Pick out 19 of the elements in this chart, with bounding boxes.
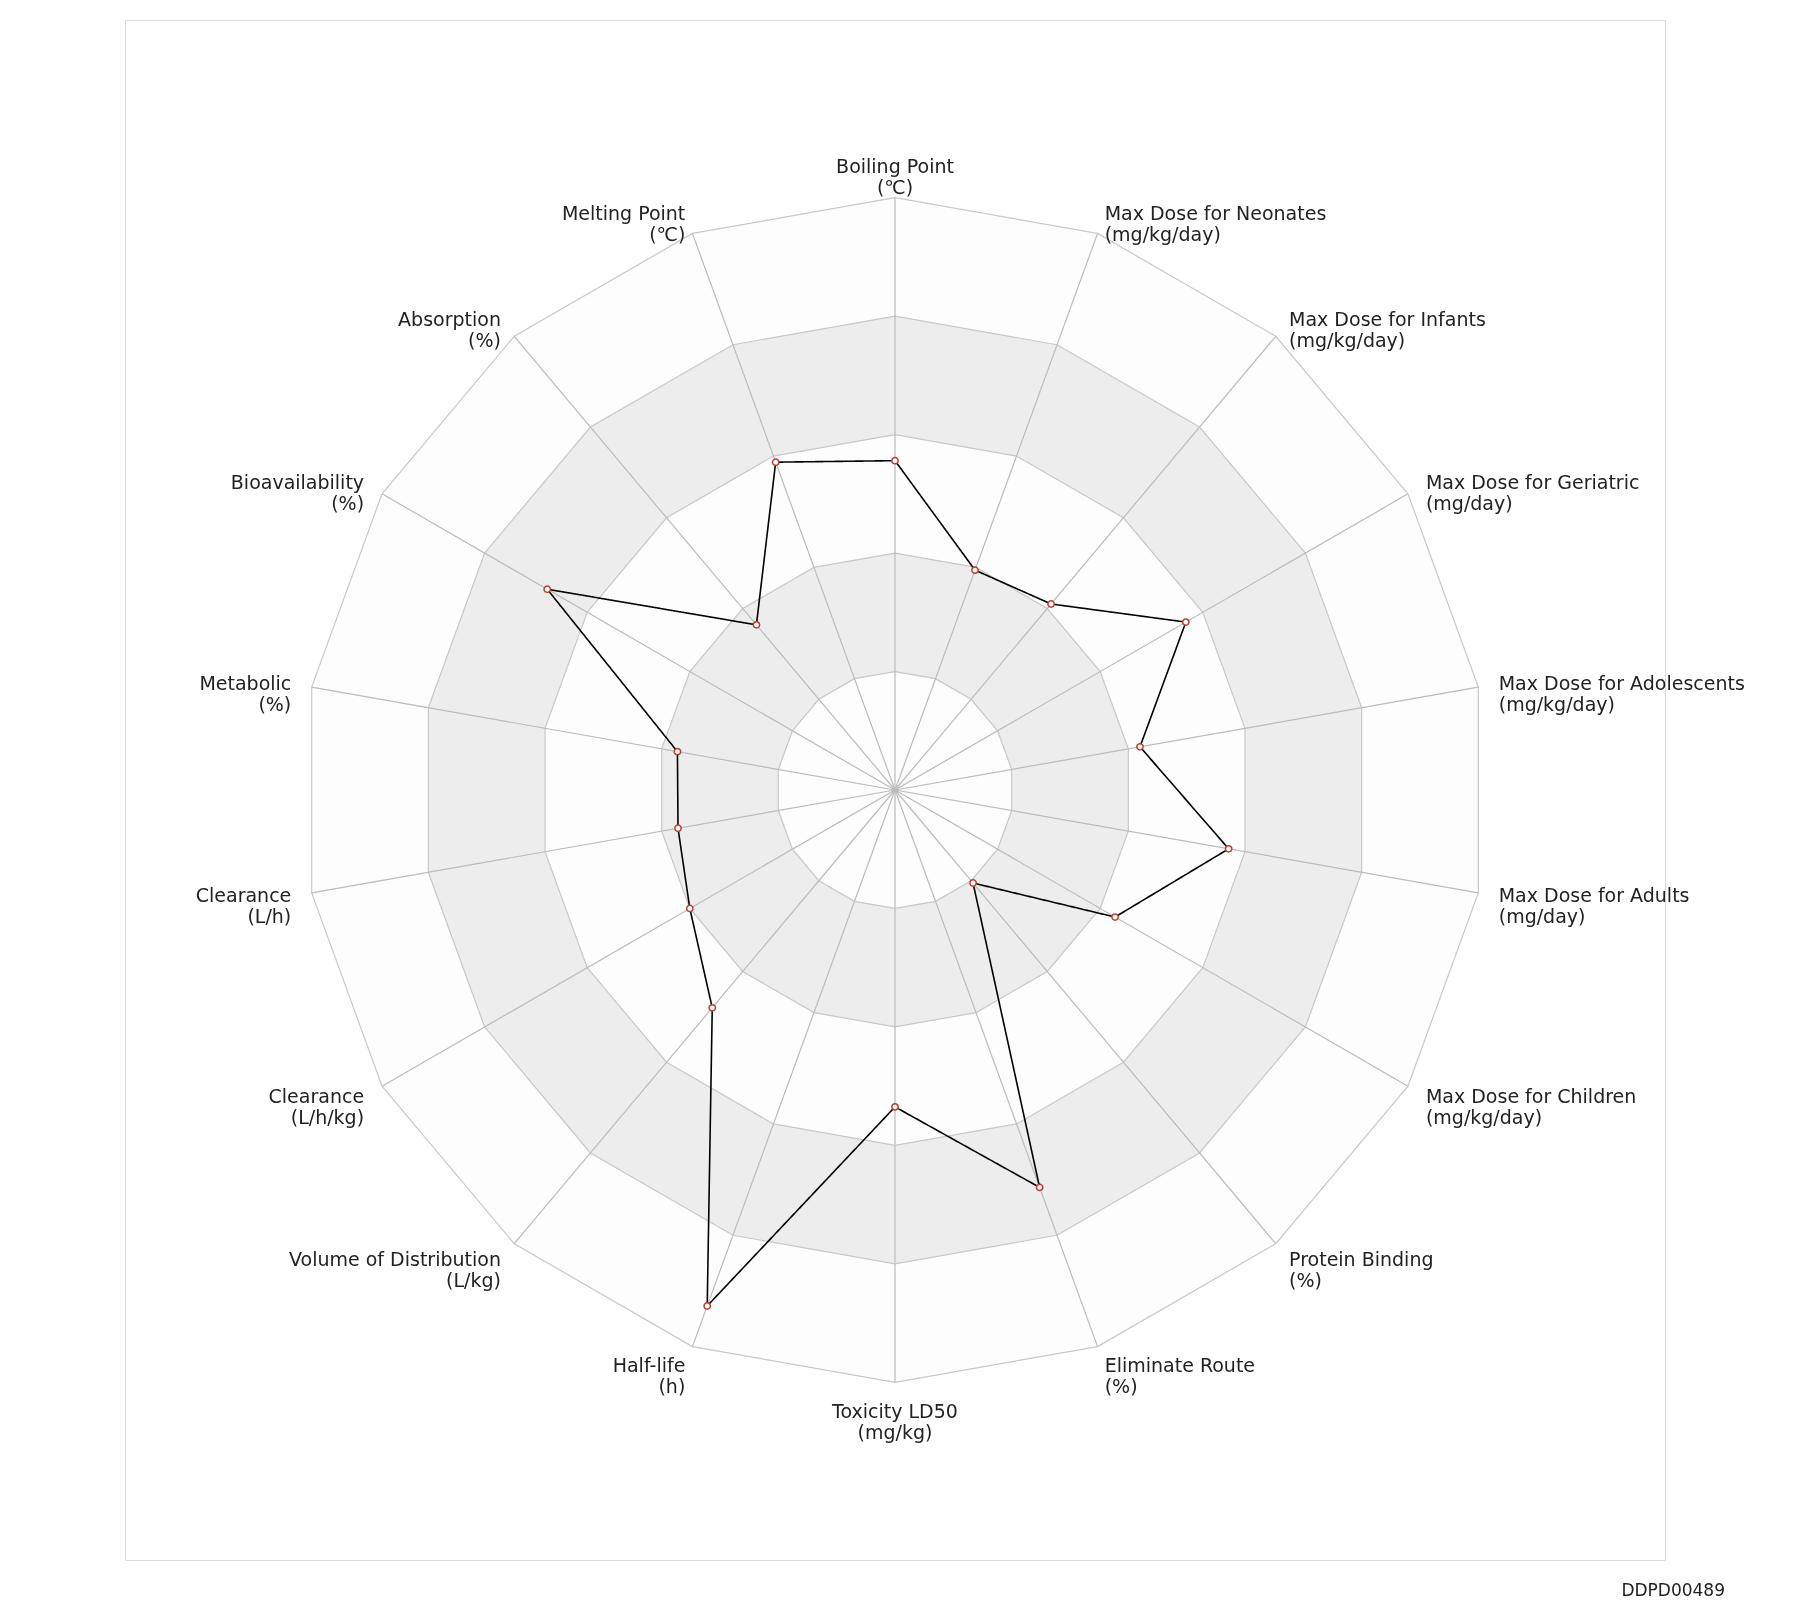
spoke-label: Absorption (%) [398, 308, 501, 352]
spoke-label: Bioavailability (%) [230, 471, 365, 515]
spoke-label: Max Dose for Neonates (mg/kg/day) [1104, 201, 1327, 245]
spoke-label: Melting Point (℃) [561, 201, 686, 245]
spoke-label: Max Dose for Children (mg/kg/day) [1425, 1084, 1637, 1128]
spoke-label: Half-life (h) [612, 1354, 686, 1398]
spoke-label: Clearance (L/h/kg) [268, 1084, 365, 1128]
spoke-label: Boiling Point (℃) [836, 154, 954, 198]
spoke-label: Max Dose for Adolescents (mg/kg/day) [1498, 671, 1745, 715]
spoke-label: Protein Binding (%) [1289, 1247, 1434, 1291]
spoke-label: Max Dose for Geriatric (mg/day) [1425, 471, 1640, 515]
spoke-label: Max Dose for Adults (mg/day) [1498, 884, 1690, 928]
text: DDPD00489 [1621, 1580, 1725, 1600]
spoke-label: Metabolic (%) [199, 671, 292, 715]
spoke-label: Toxicity LD50 (mg/kg) [831, 1400, 958, 1444]
spoke-label: Volume of Distribution (L/kg) [289, 1247, 501, 1291]
spoke-label: Eliminate Route (%) [1104, 1354, 1256, 1398]
spoke-label: Clearance (L/h) [195, 884, 292, 928]
spoke-label: Max Dose for Infants (mg/kg/day) [1289, 308, 1486, 352]
